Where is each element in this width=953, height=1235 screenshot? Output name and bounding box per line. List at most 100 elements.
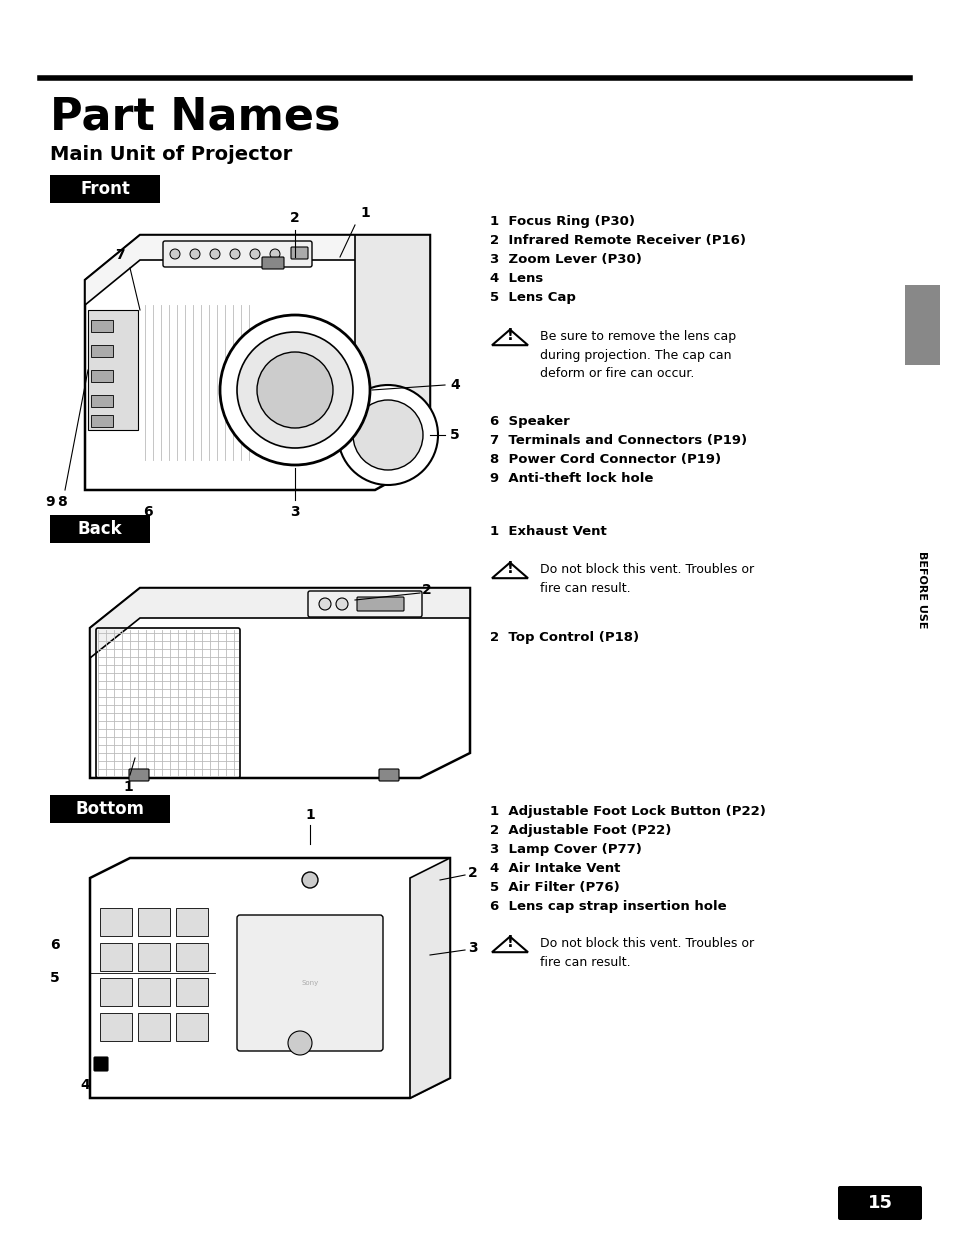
Text: 3  Zoom Lever (P30): 3 Zoom Lever (P30): [490, 253, 641, 266]
Circle shape: [270, 249, 280, 259]
Polygon shape: [90, 858, 450, 1098]
Circle shape: [170, 249, 180, 259]
Text: 2: 2: [468, 866, 477, 881]
FancyBboxPatch shape: [100, 1013, 132, 1041]
Text: 1: 1: [359, 206, 370, 220]
Text: Sony: Sony: [301, 981, 318, 986]
Text: 2: 2: [421, 583, 432, 597]
Text: 15: 15: [866, 1194, 892, 1212]
Text: 6: 6: [51, 939, 60, 952]
FancyBboxPatch shape: [308, 592, 421, 618]
FancyBboxPatch shape: [175, 908, 208, 936]
Text: Do not block this vent. Troubles or
fire can result.: Do not block this vent. Troubles or fire…: [539, 563, 753, 594]
Text: 6  Lens cap strap insertion hole: 6 Lens cap strap insertion hole: [490, 900, 726, 913]
Circle shape: [250, 249, 260, 259]
FancyBboxPatch shape: [138, 1013, 170, 1041]
Text: !: !: [506, 935, 513, 950]
Circle shape: [288, 1031, 312, 1055]
FancyBboxPatch shape: [91, 320, 112, 332]
Text: Bottom: Bottom: [75, 800, 144, 818]
Text: 2  Infrared Remote Receiver (P16): 2 Infrared Remote Receiver (P16): [490, 233, 745, 247]
Text: 1: 1: [123, 781, 132, 794]
FancyBboxPatch shape: [100, 908, 132, 936]
Text: Main Unit of Projector: Main Unit of Projector: [50, 144, 292, 164]
FancyBboxPatch shape: [88, 310, 138, 430]
Text: 7: 7: [115, 248, 125, 262]
FancyBboxPatch shape: [100, 944, 132, 971]
FancyBboxPatch shape: [138, 978, 170, 1007]
Circle shape: [220, 315, 370, 466]
Text: 3  Lamp Cover (P77): 3 Lamp Cover (P77): [490, 844, 641, 856]
FancyBboxPatch shape: [356, 597, 403, 611]
Text: 8: 8: [57, 495, 67, 509]
FancyBboxPatch shape: [904, 285, 939, 366]
FancyBboxPatch shape: [50, 175, 160, 203]
Circle shape: [236, 332, 353, 448]
Polygon shape: [85, 235, 430, 490]
Text: 2: 2: [290, 211, 299, 225]
FancyBboxPatch shape: [175, 944, 208, 971]
Circle shape: [335, 598, 348, 610]
Text: 5  Air Filter (P76): 5 Air Filter (P76): [490, 881, 619, 894]
FancyBboxPatch shape: [138, 908, 170, 936]
Text: !: !: [506, 561, 513, 576]
Text: 5  Lens Cap: 5 Lens Cap: [490, 291, 576, 304]
Text: Do not block this vent. Troubles or
fire can result.: Do not block this vent. Troubles or fire…: [539, 937, 753, 968]
Polygon shape: [492, 936, 527, 952]
FancyBboxPatch shape: [129, 769, 149, 781]
FancyBboxPatch shape: [163, 241, 312, 267]
Circle shape: [210, 249, 220, 259]
Text: 1  Exhaust Vent: 1 Exhaust Vent: [490, 525, 606, 538]
Text: 4: 4: [450, 378, 459, 391]
Text: 5: 5: [51, 971, 60, 986]
Circle shape: [318, 598, 331, 610]
Text: 2  Top Control (P18): 2 Top Control (P18): [490, 631, 639, 643]
FancyBboxPatch shape: [291, 247, 308, 259]
Text: 5: 5: [450, 429, 459, 442]
Text: 7  Terminals and Connectors (P19): 7 Terminals and Connectors (P19): [490, 433, 746, 447]
Text: 8  Power Cord Connector (P19): 8 Power Cord Connector (P19): [490, 453, 720, 466]
Text: !: !: [506, 327, 513, 343]
Text: 4: 4: [80, 1078, 90, 1092]
Circle shape: [353, 400, 422, 471]
Polygon shape: [410, 858, 450, 1098]
Text: 6: 6: [143, 505, 152, 519]
FancyBboxPatch shape: [91, 345, 112, 357]
Polygon shape: [492, 563, 527, 578]
Circle shape: [256, 352, 333, 429]
FancyBboxPatch shape: [175, 1013, 208, 1041]
Circle shape: [302, 872, 317, 888]
FancyBboxPatch shape: [94, 1057, 108, 1071]
FancyBboxPatch shape: [100, 978, 132, 1007]
Polygon shape: [492, 330, 527, 346]
Text: Back: Back: [77, 520, 122, 538]
FancyBboxPatch shape: [91, 395, 112, 408]
Text: BEFORE USE: BEFORE USE: [916, 551, 926, 629]
Circle shape: [230, 249, 240, 259]
FancyBboxPatch shape: [138, 944, 170, 971]
Text: 4  Lens: 4 Lens: [490, 272, 542, 285]
FancyBboxPatch shape: [50, 515, 150, 543]
Text: 1  Focus Ring (P30): 1 Focus Ring (P30): [490, 215, 635, 228]
Circle shape: [190, 249, 200, 259]
Text: 3: 3: [290, 505, 299, 519]
FancyBboxPatch shape: [175, 978, 208, 1007]
Text: Front: Front: [80, 180, 130, 198]
Text: 9: 9: [46, 495, 55, 509]
FancyBboxPatch shape: [378, 769, 398, 781]
Text: 1  Adjustable Foot Lock Button (P22): 1 Adjustable Foot Lock Button (P22): [490, 805, 765, 818]
Text: 9  Anti-theft lock hole: 9 Anti-theft lock hole: [490, 472, 653, 485]
FancyBboxPatch shape: [91, 370, 112, 382]
Text: 2  Adjustable Foot (P22): 2 Adjustable Foot (P22): [490, 824, 671, 837]
FancyBboxPatch shape: [91, 415, 112, 427]
Text: 6  Speaker: 6 Speaker: [490, 415, 569, 429]
Polygon shape: [90, 588, 470, 658]
Polygon shape: [85, 235, 430, 305]
Polygon shape: [90, 588, 470, 778]
Text: 3: 3: [468, 941, 477, 955]
Polygon shape: [355, 235, 430, 459]
FancyBboxPatch shape: [236, 915, 382, 1051]
Text: Be sure to remove the lens cap
during projection. The cap can
deform or fire can: Be sure to remove the lens cap during pr…: [539, 330, 736, 380]
FancyBboxPatch shape: [262, 257, 284, 269]
Text: 4  Air Intake Vent: 4 Air Intake Vent: [490, 862, 619, 876]
